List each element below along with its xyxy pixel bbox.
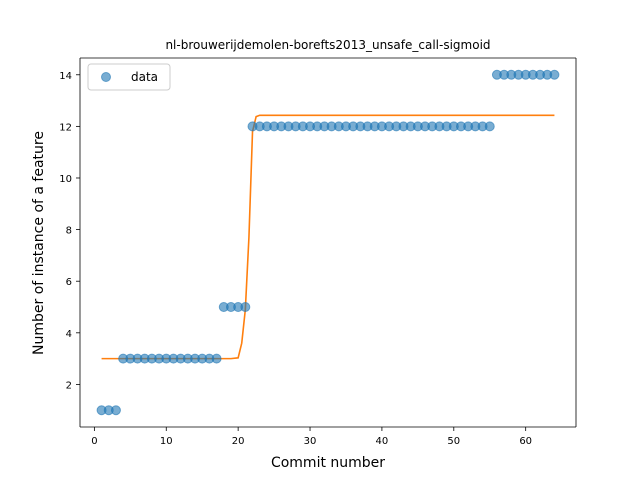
x-tick-label: 0: [91, 436, 97, 447]
legend-frame: [87, 63, 171, 91]
y-tick-label: 4: [66, 329, 72, 340]
y-tick-label: 6: [66, 277, 72, 288]
x-tick-label: 30: [304, 436, 317, 447]
x-tick-label: 40: [376, 436, 389, 447]
axes: [79, 57, 577, 428]
data-point: [484, 121, 495, 132]
plot-background: [80, 58, 576, 427]
data-point: [240, 302, 251, 313]
y-tick-label: 14: [59, 71, 72, 82]
fit-line: [101, 114, 555, 360]
y-tick-label: 10: [59, 174, 72, 185]
x-tick-label: 50: [447, 436, 460, 447]
fit-line-layer: [101, 114, 555, 360]
chart-title: nl-brouwerijdemolen-borefts2013_unsafe_c…: [165, 38, 490, 52]
plot-area: [80, 58, 576, 427]
legend-label-data: data: [131, 70, 158, 84]
y-axis-label: Number of instance of a feature: [31, 131, 47, 355]
data-point: [549, 69, 560, 80]
y-tick-label: 2: [66, 380, 72, 391]
x-axis-ticks: 0 10 20 30 40 50 60: [91, 427, 532, 447]
legend: data: [87, 63, 171, 91]
y-tick-label: 8: [66, 226, 72, 237]
x-tick-label: 60: [519, 436, 532, 447]
x-tick-label: 10: [160, 436, 173, 447]
x-tick-label: 20: [232, 436, 245, 447]
legend-marker-data: [101, 72, 111, 82]
data-point: [211, 353, 222, 364]
x-axis-label: Commit number: [271, 455, 385, 471]
data-point: [110, 405, 121, 416]
y-tick-label: 12: [59, 122, 72, 133]
y-axis-ticks: 2 4 6 8 10 12 14: [59, 71, 80, 391]
data-points-layer: [96, 69, 560, 416]
